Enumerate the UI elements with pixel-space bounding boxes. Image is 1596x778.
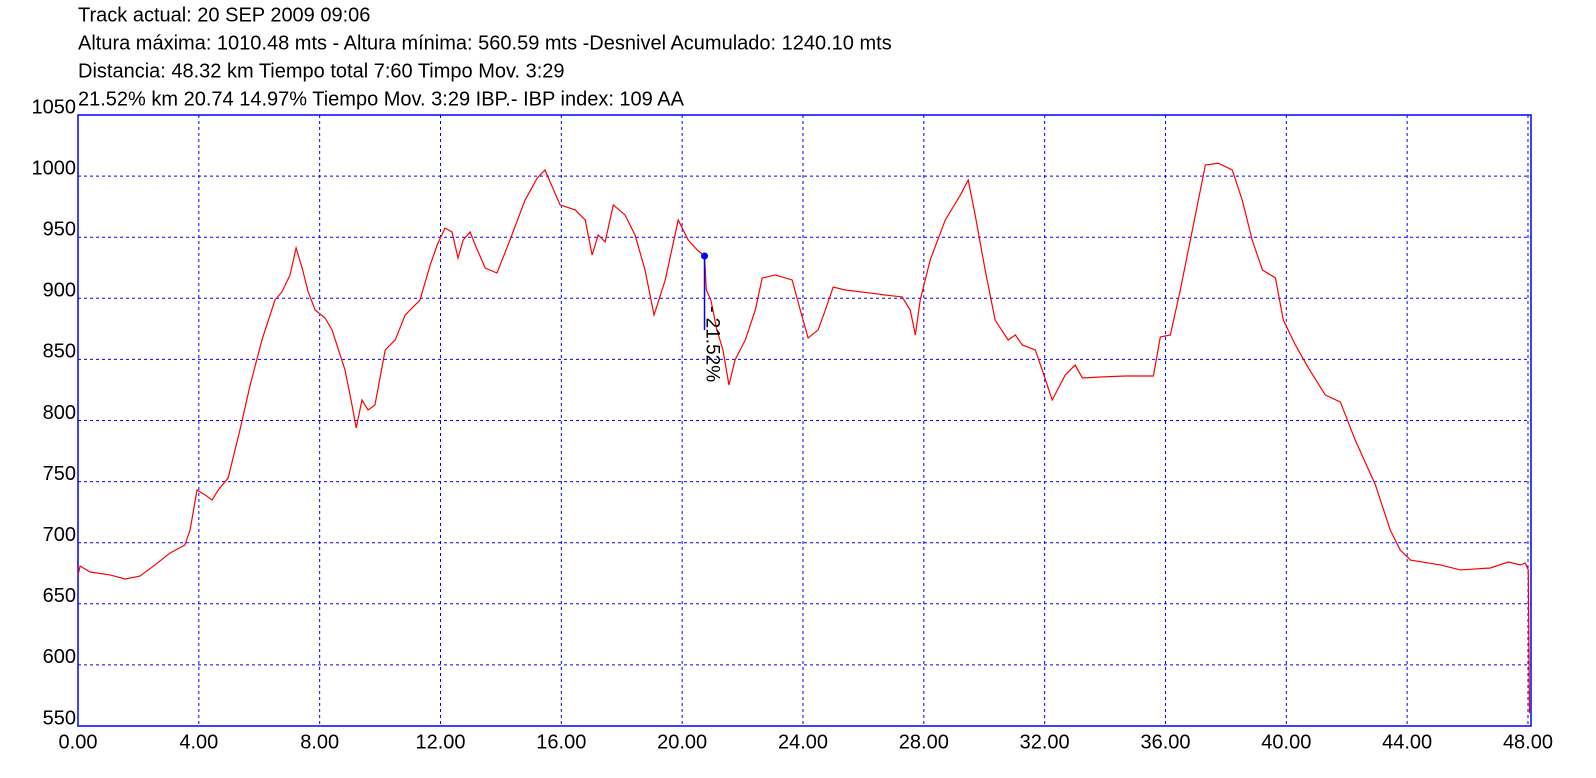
x-tick-label: 40.00 [1261, 731, 1311, 753]
x-tick-label: 16.00 [536, 731, 586, 753]
y-tick-label: 550 [43, 707, 76, 729]
x-tick-label: 24.00 [778, 731, 828, 753]
x-tick-label: 28.00 [899, 731, 949, 753]
y-tick-label: 900 [43, 280, 76, 302]
annotation-label: - 21.52% [701, 306, 722, 382]
y-tick-label: 1000 [32, 157, 77, 179]
header-line: Distancia: 48.32 km Tiempo total 7:60 Ti… [78, 60, 565, 82]
x-tick-label: 48.00 [1503, 731, 1553, 753]
elevation-line [77, 162, 1531, 714]
y-tick-label: 1050 [32, 96, 77, 118]
y-tick-label: 750 [43, 463, 76, 485]
plot-frame [77, 114, 1532, 727]
x-tick-label: 20.00 [657, 731, 707, 753]
y-tick-label: 800 [43, 402, 76, 424]
x-tick-label: 44.00 [1382, 731, 1432, 753]
y-tick-label: 650 [43, 585, 76, 607]
x-tick-label: 4.00 [179, 731, 218, 753]
x-tick-label: 12.00 [415, 731, 465, 753]
y-tick-label: 600 [43, 646, 76, 668]
header-line: Altura máxima: 1010.48 mts - Altura míni… [78, 32, 892, 54]
x-tick-label: 36.00 [1140, 731, 1190, 753]
y-tick-label: 950 [43, 218, 76, 240]
x-tick-label: 32.00 [1020, 731, 1070, 753]
y-tick-label: 700 [43, 524, 76, 546]
x-tick-label: 0.00 [59, 731, 98, 753]
x-tick-label: 8.00 [300, 731, 339, 753]
annotation-point [701, 252, 709, 260]
header-line: 21.52% km 20.74 14.97% Tiempo Mov. 3:29 … [78, 88, 685, 110]
header-line: Track actual: 20 SEP 2009 09:06 [78, 4, 370, 26]
y-tick-label: 850 [43, 341, 76, 363]
